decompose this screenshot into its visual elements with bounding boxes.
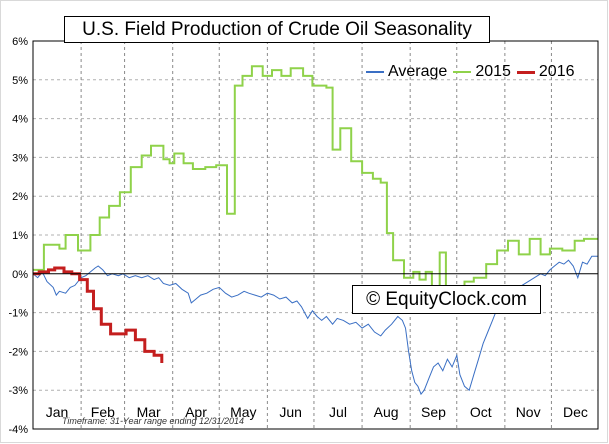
y-tick-label: 6%: [12, 36, 28, 48]
y-tick-label: 3%: [12, 152, 28, 164]
x-tick-label: Mar: [137, 404, 161, 420]
legend-label-2016: 2016: [538, 63, 575, 80]
legend-swatch-2016: [516, 70, 535, 74]
x-tick-label: Jan: [46, 404, 69, 420]
legend-label-average: Average: [388, 63, 448, 80]
x-tick-label: Sep: [421, 404, 446, 420]
y-tick-label: -1%: [8, 308, 28, 320]
y-axis-ticks: 6% 5% 4% 3% 2% 1% 0% -1% -2% -3% -4%: [8, 36, 28, 436]
x-tick-label: Feb: [91, 404, 115, 420]
y-tick-label: -4%: [8, 424, 28, 436]
y-tick-label: -2%: [8, 346, 28, 358]
legend-label-2015: 2015: [475, 63, 511, 80]
legend-item-2016: 2016: [516, 63, 575, 81]
x-tick-label: Apr: [185, 404, 207, 420]
y-tick-label: -3%: [8, 385, 28, 397]
legend-swatch-average: [366, 71, 384, 73]
legend-item-2015: 2015: [453, 63, 511, 81]
legend-swatch-2015: [453, 71, 472, 73]
x-tick-label: May: [230, 404, 256, 420]
x-tick-label: Jul: [329, 404, 347, 420]
series-line-2015: [33, 65, 598, 293]
x-tick-label: Jun: [279, 404, 302, 420]
legend: Average 2015 2016: [366, 62, 581, 82]
x-tick-label: Aug: [374, 404, 399, 420]
legend-item-average: Average: [366, 63, 447, 81]
x-tick-label: Dec: [563, 404, 588, 420]
chart-title: U.S. Field Production of Crude Oil Seaso…: [64, 16, 490, 43]
watermark-equityclock: © EquityClock.com: [352, 285, 541, 314]
y-tick-label: 1%: [12, 230, 28, 242]
y-tick-label: 5%: [12, 75, 28, 87]
x-tick-label: Nov: [516, 404, 541, 420]
y-tick-label: 4%: [12, 114, 28, 126]
series-line-2016: [33, 266, 164, 363]
timeframe-note: Timeframe: 31-Year range ending 12/31/20…: [62, 416, 245, 426]
x-tick-label: Oct: [470, 404, 492, 420]
grid-lines: [33, 41, 598, 429]
y-tick-label: 2%: [12, 191, 28, 203]
y-tick-label: 0%: [12, 269, 28, 281]
x-axis-ticks: Jan Feb Mar Apr May Jun Jul Aug Sep Oct Nov Dec: [46, 404, 588, 420]
